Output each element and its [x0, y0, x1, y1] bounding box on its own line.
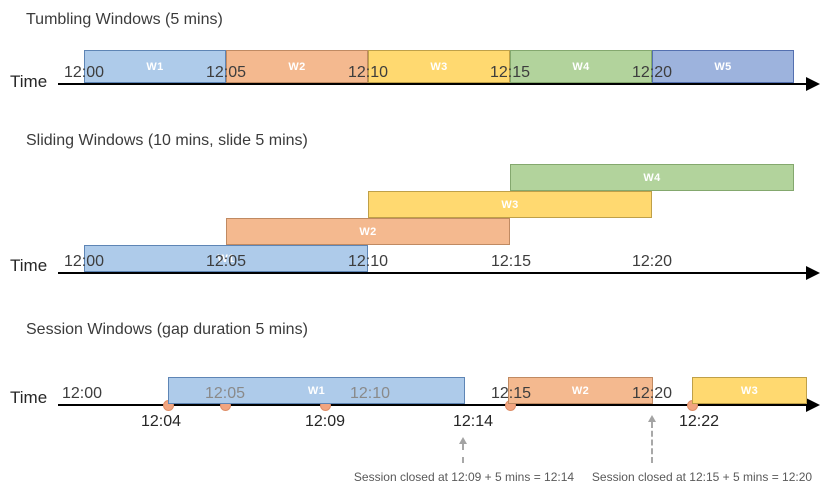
time-tick-label: 12:15: [489, 64, 531, 81]
time-axis-line: [58, 272, 806, 274]
window-w2: W2: [226, 50, 368, 83]
window-w1: W1: [84, 50, 226, 83]
section-title: Sliding Windows (10 mins, slide 5 mins): [26, 132, 308, 149]
time-tick-label: 12:20: [631, 64, 673, 81]
window-label: W3: [501, 198, 519, 211]
time-tick-label: 12:00: [63, 253, 105, 270]
window-w2: W2: [226, 218, 510, 245]
event-time-label: 12:14: [452, 413, 494, 430]
time-tick-label: 12:00: [61, 385, 103, 402]
session-close-note: Session closed at 12:15 + 5 mins = 12:20: [591, 470, 813, 484]
event-time-label: 12:22: [678, 413, 720, 430]
time-axis-label: Time: [10, 388, 48, 407]
time-tick-label: 12:00: [63, 64, 105, 81]
window-label: W1: [217, 252, 235, 265]
time-axis-label: Time: [10, 72, 48, 91]
time-tick-label: 12:10: [347, 253, 389, 270]
time-tick-label: 12:10: [349, 385, 391, 402]
arrow-up-icon: [459, 437, 467, 444]
section-title: Session Windows (gap duration 5 mins): [26, 321, 308, 338]
arrow-up-icon: [648, 415, 656, 422]
time-tick-label: 12:15: [490, 253, 532, 270]
session-close-note: Session closed at 12:09 + 5 mins = 12:14: [353, 470, 575, 484]
window-label: W2: [288, 60, 306, 73]
window-label: W2: [571, 384, 590, 397]
window-w4: W4: [510, 50, 652, 83]
window-label: W3: [430, 60, 448, 73]
dashed-line: [651, 422, 653, 463]
time-axis-line: [58, 83, 806, 85]
time-tick-label: 12:20: [631, 385, 673, 402]
window-w1: W1: [84, 245, 368, 272]
time-tick-label: 12:05: [204, 385, 246, 402]
time-tick-label: 12:05: [205, 253, 247, 270]
window-label: W5: [714, 60, 732, 73]
window-w1: W1: [168, 377, 465, 404]
time-axis-line: [58, 404, 806, 406]
window-w2: W2: [508, 377, 653, 404]
dashed-line: [462, 444, 464, 463]
window-label: W4: [572, 60, 590, 73]
window-label: W1: [307, 384, 326, 397]
window-w5: W5: [652, 50, 794, 83]
event-time-label: 12:09: [304, 413, 346, 430]
window-w3: W3: [692, 377, 807, 404]
window-label: W2: [359, 225, 377, 238]
window-label: W4: [643, 171, 661, 184]
time-tick-label: 12:20: [631, 253, 673, 270]
time-tick-label: 12:15: [490, 385, 532, 402]
window-label: W1: [146, 60, 164, 73]
time-axis-arrowhead-icon: [806, 77, 820, 91]
window-label: W3: [740, 384, 759, 397]
session-close-arrow: [458, 437, 468, 463]
window-w3: W3: [368, 50, 510, 83]
section-title: Tumbling Windows (5 mins): [26, 11, 223, 28]
event-time-label: 12:04: [140, 413, 182, 430]
time-tick-label: 12:10: [347, 64, 389, 81]
time-axis-arrowhead-icon: [806, 398, 820, 412]
window-w4: W4: [510, 164, 794, 191]
time-axis-arrowhead-icon: [806, 266, 820, 280]
session-close-arrow: [647, 415, 657, 463]
time-axis-label: Time: [10, 256, 48, 275]
time-tick-label: 12:05: [205, 64, 247, 81]
window-w3: W3: [368, 191, 652, 218]
